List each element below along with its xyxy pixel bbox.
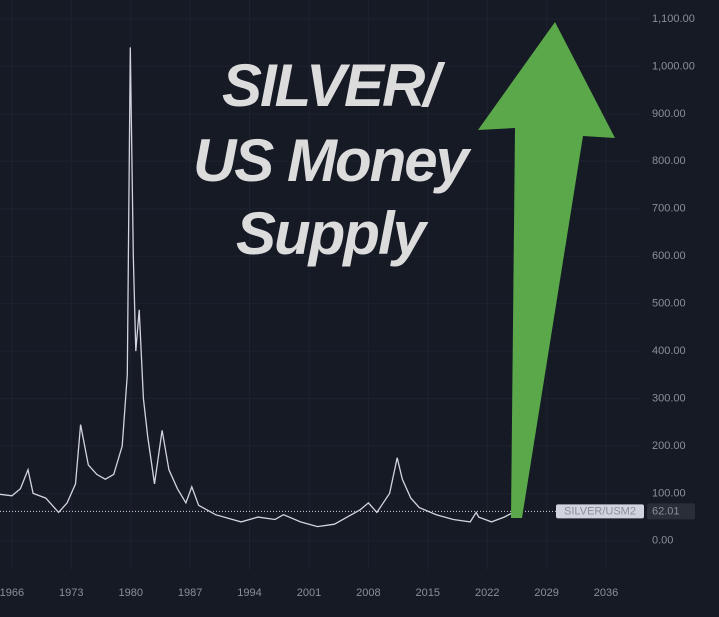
x-tick-label: 1980 (118, 587, 142, 599)
last-value-badge (647, 503, 695, 520)
y-tick-label: 1,100.00 (652, 13, 695, 25)
y-tick-label: 100.00 (652, 487, 686, 499)
x-tick-label: 2015 (416, 587, 440, 599)
y-tick-label: 700.00 (652, 203, 686, 215)
y-tick-label: 500.00 (652, 298, 686, 310)
x-tick-label: 2029 (534, 587, 558, 599)
x-tick-label: 1994 (237, 587, 261, 599)
y-tick-label: 800.00 (652, 155, 686, 167)
x-tick-label: 2008 (356, 587, 380, 599)
x-tick-label: 1987 (178, 587, 202, 599)
x-tick-label: 2001 (297, 587, 321, 599)
x-tick-label: 2036 (594, 587, 618, 599)
chart-title: SILVER/ (222, 52, 445, 119)
chart-title: US Money (193, 127, 472, 194)
y-tick-label: 400.00 (652, 345, 686, 357)
y-tick-label: 1,000.00 (652, 60, 695, 72)
series-line (0, 47, 516, 528)
x-tick-label: 1966 (0, 587, 24, 599)
x-tick-label: 1973 (59, 587, 83, 599)
chart-title: Supply (236, 200, 429, 267)
arrow (478, 22, 615, 518)
y-tick-label: 600.00 (652, 250, 686, 262)
series-name-badge (556, 504, 644, 519)
y-tick-label: 900.00 (652, 108, 686, 120)
series-name: SILVER/USM2 (564, 505, 636, 517)
y-tick-label: 200.00 (652, 440, 686, 452)
last-value-label: 62.01 (652, 505, 680, 517)
y-tick-label: 0.00 (652, 535, 673, 547)
x-tick-label: 2022 (475, 587, 499, 599)
y-tick-label: 300.00 (652, 392, 686, 404)
